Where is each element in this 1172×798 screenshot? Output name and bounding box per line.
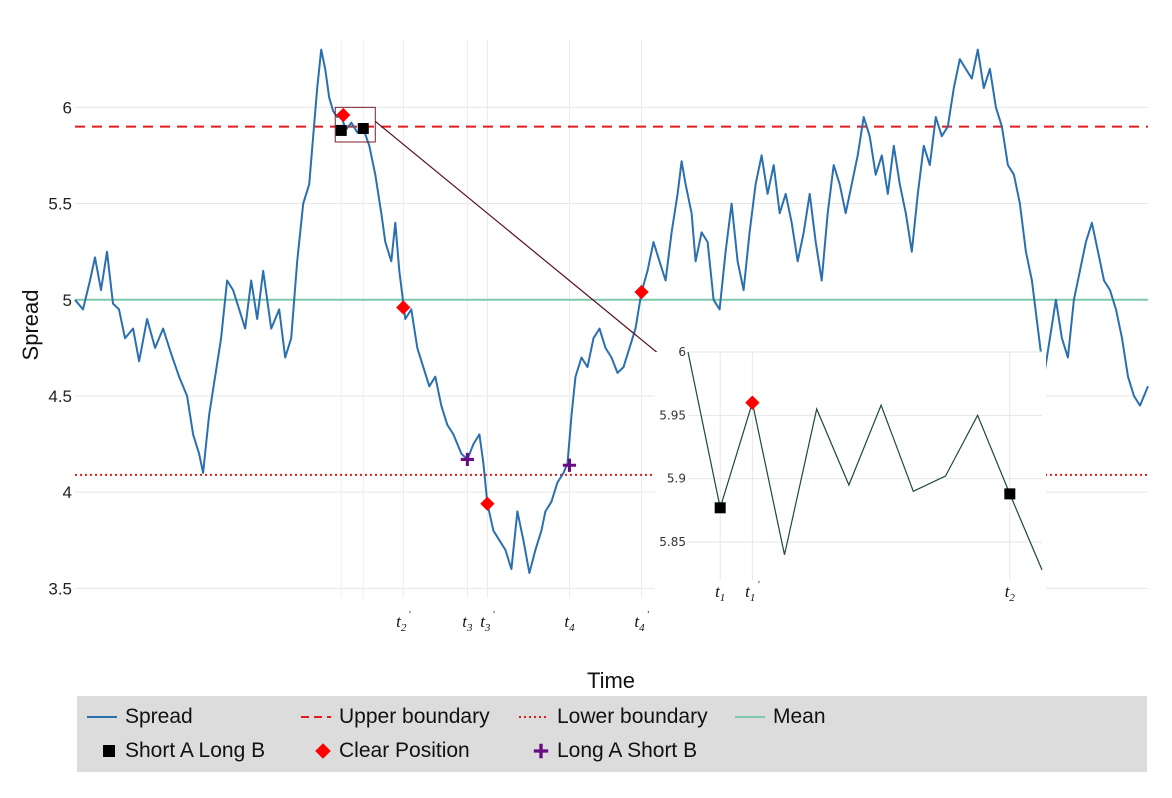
legend-label: Long A Short B xyxy=(557,739,698,762)
legend-item: Spread xyxy=(85,702,193,732)
y-tick-label: 4.5 xyxy=(48,387,72,406)
inset-y-tick-label: 6 xyxy=(678,345,686,359)
legend-label: Lower boundary xyxy=(557,705,708,728)
spread-series xyxy=(74,48,1149,574)
long-a-short-b-marker xyxy=(562,458,577,472)
legend-item: Mean xyxy=(733,702,826,732)
x-axis-title: Time xyxy=(587,668,635,693)
clear-position-marker xyxy=(634,284,649,300)
event-label: t4 xyxy=(564,612,575,634)
legend-label: Upper boundary xyxy=(339,705,490,728)
y-tick-label: 4 xyxy=(63,483,72,502)
legend-item: Upper boundary xyxy=(299,702,490,732)
spread-line xyxy=(74,48,1149,574)
zoom-connector xyxy=(374,120,677,369)
long-a-short-b-marker xyxy=(460,452,474,467)
legend-key xyxy=(519,716,549,718)
trade-markers xyxy=(335,107,649,511)
clear-position-marker xyxy=(396,300,411,315)
inset-marker xyxy=(1004,488,1016,500)
inset-marker xyxy=(714,502,726,514)
legend-item: Long A Short B xyxy=(517,736,697,766)
legend-item: Lower boundary xyxy=(517,702,708,732)
legend-key xyxy=(301,716,331,718)
event-label: t2' xyxy=(396,610,411,634)
event-labels: t2' t3 t3' t4 t4' xyxy=(396,610,649,634)
legend-marker xyxy=(533,743,549,759)
zoom-box xyxy=(334,106,376,143)
inset-marker xyxy=(745,395,760,410)
legend-item: Clear Position xyxy=(299,736,470,766)
short-a-long-b-marker xyxy=(357,123,369,135)
legend-key xyxy=(87,716,117,718)
event-label: t2 xyxy=(1005,582,1016,604)
event-label: t1 xyxy=(715,582,725,604)
legend-label: Short A Long B xyxy=(125,739,266,762)
clear-position-marker xyxy=(336,107,351,123)
y-axis-title: Spread xyxy=(18,290,43,361)
y-tick-labels: 3.5 4 4.5 5 5.5 6 xyxy=(48,98,72,598)
inset-y-tick-label: 5.95 xyxy=(659,408,686,422)
event-label: t4' xyxy=(634,610,649,634)
legend-item: Short A Long B xyxy=(85,736,265,766)
inset-y-tick-label: 5.85 xyxy=(659,535,686,549)
legend-label: Spread xyxy=(125,705,193,728)
legend: Spread Upper boundary Lower boundary Mean Sh… xyxy=(77,696,1147,772)
legend-marker xyxy=(103,745,115,757)
clear-position-marker xyxy=(480,496,495,511)
event-label: t3' xyxy=(480,610,495,634)
legend-key xyxy=(103,745,115,757)
y-tick-label: 5.5 xyxy=(48,195,72,214)
legend-marker xyxy=(315,743,331,759)
legend-label: Clear Position xyxy=(339,739,470,762)
legend-key xyxy=(315,743,331,759)
short-a-long-b-marker xyxy=(335,124,347,136)
zoom-indicator xyxy=(334,106,677,369)
event-label: t3 xyxy=(462,612,473,634)
legend-key xyxy=(735,716,765,718)
inset-y-tick-label: 5.9 xyxy=(667,472,686,486)
legend-key xyxy=(533,743,549,759)
y-tick-label: 3.5 xyxy=(48,579,72,598)
legend-label: Mean xyxy=(773,705,826,728)
inset-line xyxy=(687,351,1043,571)
y-tick-label: 5 xyxy=(63,291,72,310)
y-tick-label: 6 xyxy=(63,98,72,117)
